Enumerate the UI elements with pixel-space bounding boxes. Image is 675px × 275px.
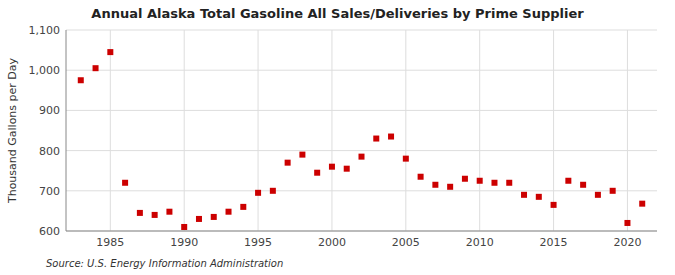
point — [270, 188, 276, 194]
point — [491, 180, 497, 186]
point — [240, 204, 246, 210]
y-tick-label: 800 — [39, 145, 60, 158]
y-axis-label: Thousand Gallons per Day — [6, 57, 19, 204]
title: Annual Alaska Total Gasoline All Sales/D… — [91, 6, 584, 21]
y-grid-line — [66, 150, 657, 151]
x-grid-line — [627, 30, 628, 231]
y-grid-line — [66, 110, 657, 111]
point — [107, 49, 113, 55]
y-grid-line — [66, 190, 657, 191]
point — [595, 192, 601, 198]
point — [211, 214, 217, 220]
y-tick-label: 900 — [39, 104, 60, 117]
point — [152, 212, 158, 218]
point — [506, 180, 512, 186]
x-tick-label: 1985 — [96, 236, 124, 249]
point — [226, 209, 232, 215]
x-grid-line — [331, 30, 332, 231]
point — [418, 174, 424, 180]
tick-labels: 600 700 800 900 1,000 1,100 1985 1990 1995 2000 20… — [29, 24, 642, 249]
point — [314, 170, 320, 176]
x-grid-line — [405, 30, 406, 231]
chart: 600 700 800 900 1,000 1,100 1985 1990 1995 2000 20… — [0, 0, 675, 275]
source-note: Source: U.S. Energy Information Administ… — [46, 258, 283, 269]
x-tick-label: 2000 — [318, 236, 346, 249]
x-tick-label: 2005 — [392, 236, 420, 249]
point — [359, 154, 365, 160]
point — [551, 202, 557, 208]
y-grid-line — [66, 231, 657, 232]
x-grid-line — [479, 30, 480, 231]
point — [477, 178, 483, 184]
y-grid-line — [66, 30, 657, 31]
point — [122, 180, 128, 186]
point — [462, 176, 468, 182]
point — [137, 210, 143, 216]
point — [78, 77, 84, 83]
point — [580, 182, 586, 188]
x-grid-line — [184, 30, 185, 231]
y-tick-label: 1,100 — [29, 24, 61, 37]
y-tick-label: 600 — [39, 225, 60, 238]
x-tick-label: 1995 — [244, 236, 272, 249]
point — [299, 152, 305, 158]
point — [166, 209, 172, 215]
point — [285, 160, 291, 166]
point — [536, 194, 542, 200]
point — [255, 190, 261, 196]
point — [93, 65, 99, 71]
point — [388, 134, 394, 140]
point — [403, 156, 409, 162]
grid — [66, 30, 657, 231]
point — [610, 188, 616, 194]
x-tick-label: 2020 — [613, 236, 641, 249]
point — [329, 164, 335, 170]
x-grid-line — [110, 30, 111, 231]
point — [447, 184, 453, 190]
point — [565, 178, 571, 184]
point — [521, 192, 527, 198]
x-tick-label: 1990 — [170, 236, 198, 249]
points — [78, 49, 645, 230]
x-grid-line — [258, 30, 259, 231]
point — [639, 201, 645, 207]
point — [181, 224, 187, 230]
x-grid-line — [553, 30, 554, 231]
x-tick-label: 2010 — [466, 236, 494, 249]
x-tick-label: 2015 — [540, 236, 568, 249]
point — [432, 182, 438, 188]
point — [344, 166, 350, 172]
y-tick-label: 1,000 — [29, 64, 61, 77]
point — [373, 136, 379, 142]
y-tick-label: 700 — [39, 185, 60, 198]
point — [624, 220, 630, 226]
point — [196, 216, 202, 222]
y-axis-line — [66, 30, 67, 231]
y-grid-line — [66, 70, 657, 71]
x-axis-line — [66, 231, 657, 232]
